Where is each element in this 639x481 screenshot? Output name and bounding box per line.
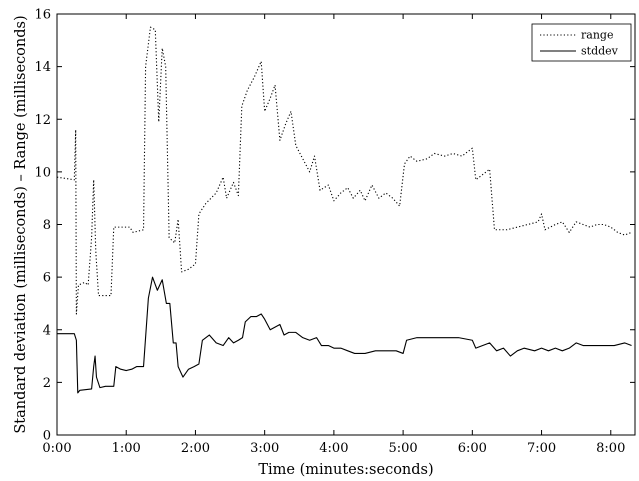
x-tick-label: 8:00 [596,441,625,456]
series-line-range [56,26,632,315]
y-tick-label: 14 [34,60,51,75]
x-tick-label: 4:00 [319,441,348,456]
series-layer [56,26,632,394]
x-axis: 0:00 1:00 2:00 3:00 4:00 5:00 6:00 7:00 8:00 [42,14,625,456]
y-axis: 0 2 4 6 8 10 12 14 16 [34,8,635,444]
y-tick-label: 6 [43,271,51,286]
y-tick-label: 12 [34,113,51,128]
x-tick-label: 6:00 [458,441,487,456]
legend-label-range: range [581,29,613,42]
x-axis-title: Time (minutes:seconds) [258,462,433,478]
legend: range stddev [531,23,632,62]
x-tick-label: 3:00 [250,441,279,456]
x-tick-label: 0:00 [42,441,71,456]
y-tick-label: 2 [43,376,51,391]
y-tick-label: 4 [43,323,51,338]
y-tick-label: 8 [43,218,51,233]
legend-label-stddev: stddev [581,45,619,58]
y-tick-label: 16 [34,8,51,23]
legend-box [531,23,632,62]
y-tick-label: 10 [34,165,51,180]
x-tick-label: 2:00 [181,441,210,456]
plot-frame [56,13,636,436]
x-tick-label: 1:00 [112,441,141,456]
x-tick-label: 5:00 [389,441,418,456]
x-tick-label: 7:00 [527,441,556,456]
series-line-stddev [57,276,632,394]
y-axis-title: Standard deviation (milliseconds) – Rang… [13,15,29,433]
y-tick-label: 0 [43,429,51,444]
